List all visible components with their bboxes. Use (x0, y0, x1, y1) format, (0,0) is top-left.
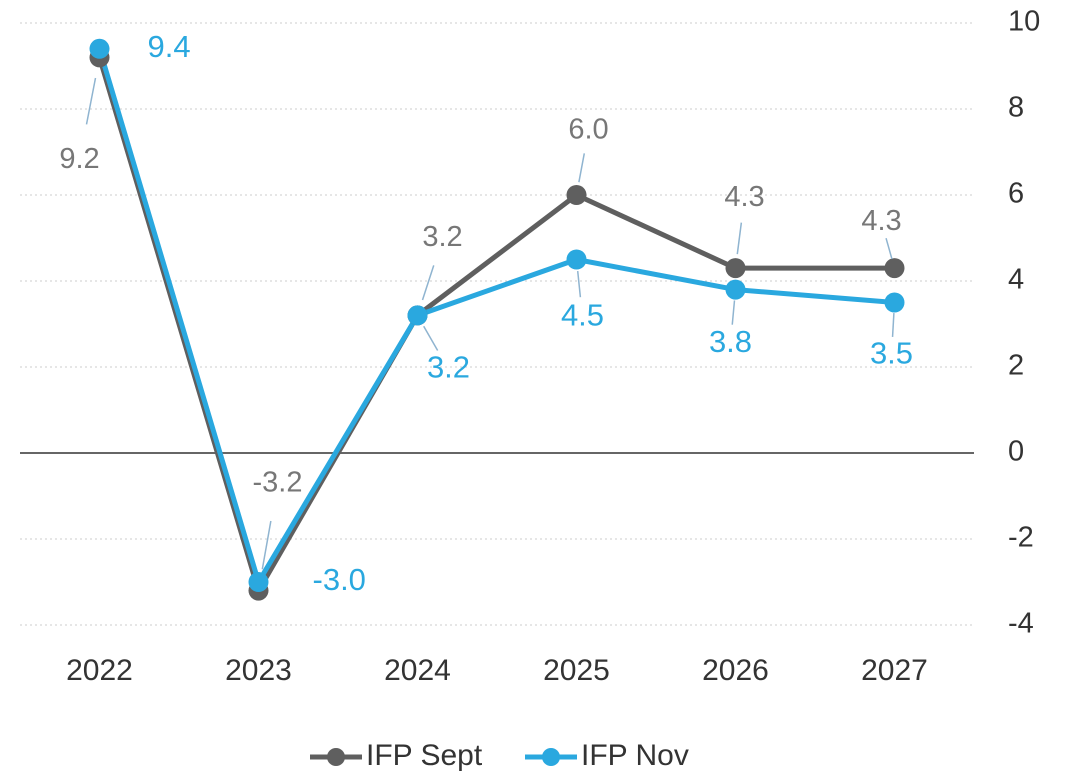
point (566, 185, 587, 205)
data-label: -3.2 (253, 466, 303, 498)
data-label: 6.0 (568, 114, 608, 146)
y-tick-label: -4 (1008, 608, 1034, 640)
y-tick-label: 0 (1008, 436, 1024, 468)
legend-marker (542, 748, 560, 766)
series-line (97, 48, 895, 585)
data-label: 9.2 (59, 143, 99, 175)
point (89, 38, 110, 59)
x-tick-label: 2023 (225, 654, 292, 687)
point (407, 305, 428, 326)
data-label: -3.0 (313, 562, 366, 597)
data-label: 3.2 (422, 221, 462, 253)
leader-line (423, 325, 439, 351)
leader-line (731, 300, 736, 325)
data-label: 9.4 (148, 29, 191, 64)
y-tick-label: 4 (1008, 264, 1024, 296)
point (566, 249, 587, 270)
leader-line (576, 271, 582, 298)
point (884, 258, 905, 279)
leader-line (578, 153, 586, 183)
leader-line (261, 520, 272, 570)
data-label: 4.3 (861, 205, 901, 237)
point (725, 258, 746, 279)
x-tick-label: 2025 (543, 654, 610, 687)
x-tick-label: 2022 (66, 654, 133, 687)
y-tick-label: 6 (1008, 178, 1024, 210)
legend-marker (327, 748, 345, 766)
y-tick-label: 2 (1008, 350, 1024, 382)
y-tick-label: 10 (1008, 6, 1040, 38)
y-tick-label: -2 (1008, 522, 1034, 554)
y-tick-label: 8 (1008, 92, 1024, 124)
point (725, 279, 746, 300)
point (248, 572, 269, 592)
leader-line (891, 313, 895, 337)
leader-line (885, 237, 893, 260)
data-label: 3.5 (870, 336, 913, 371)
legend-label: IFP Nov (581, 739, 689, 772)
data-label: 3.8 (709, 324, 752, 359)
legend-label: IFP Sept (366, 739, 483, 772)
x-tick-label: 2027 (861, 654, 928, 687)
data-label: 4.5 (561, 298, 604, 333)
data-label: 3.2 (427, 350, 470, 385)
data-label: 4.3 (724, 181, 764, 213)
series-line (97, 56, 895, 594)
leader-line (85, 77, 97, 125)
x-tick-label: 2026 (702, 654, 769, 687)
leader-line (421, 265, 435, 301)
point (884, 292, 905, 313)
leader-line (736, 222, 743, 255)
x-tick-label: 2024 (384, 654, 451, 687)
